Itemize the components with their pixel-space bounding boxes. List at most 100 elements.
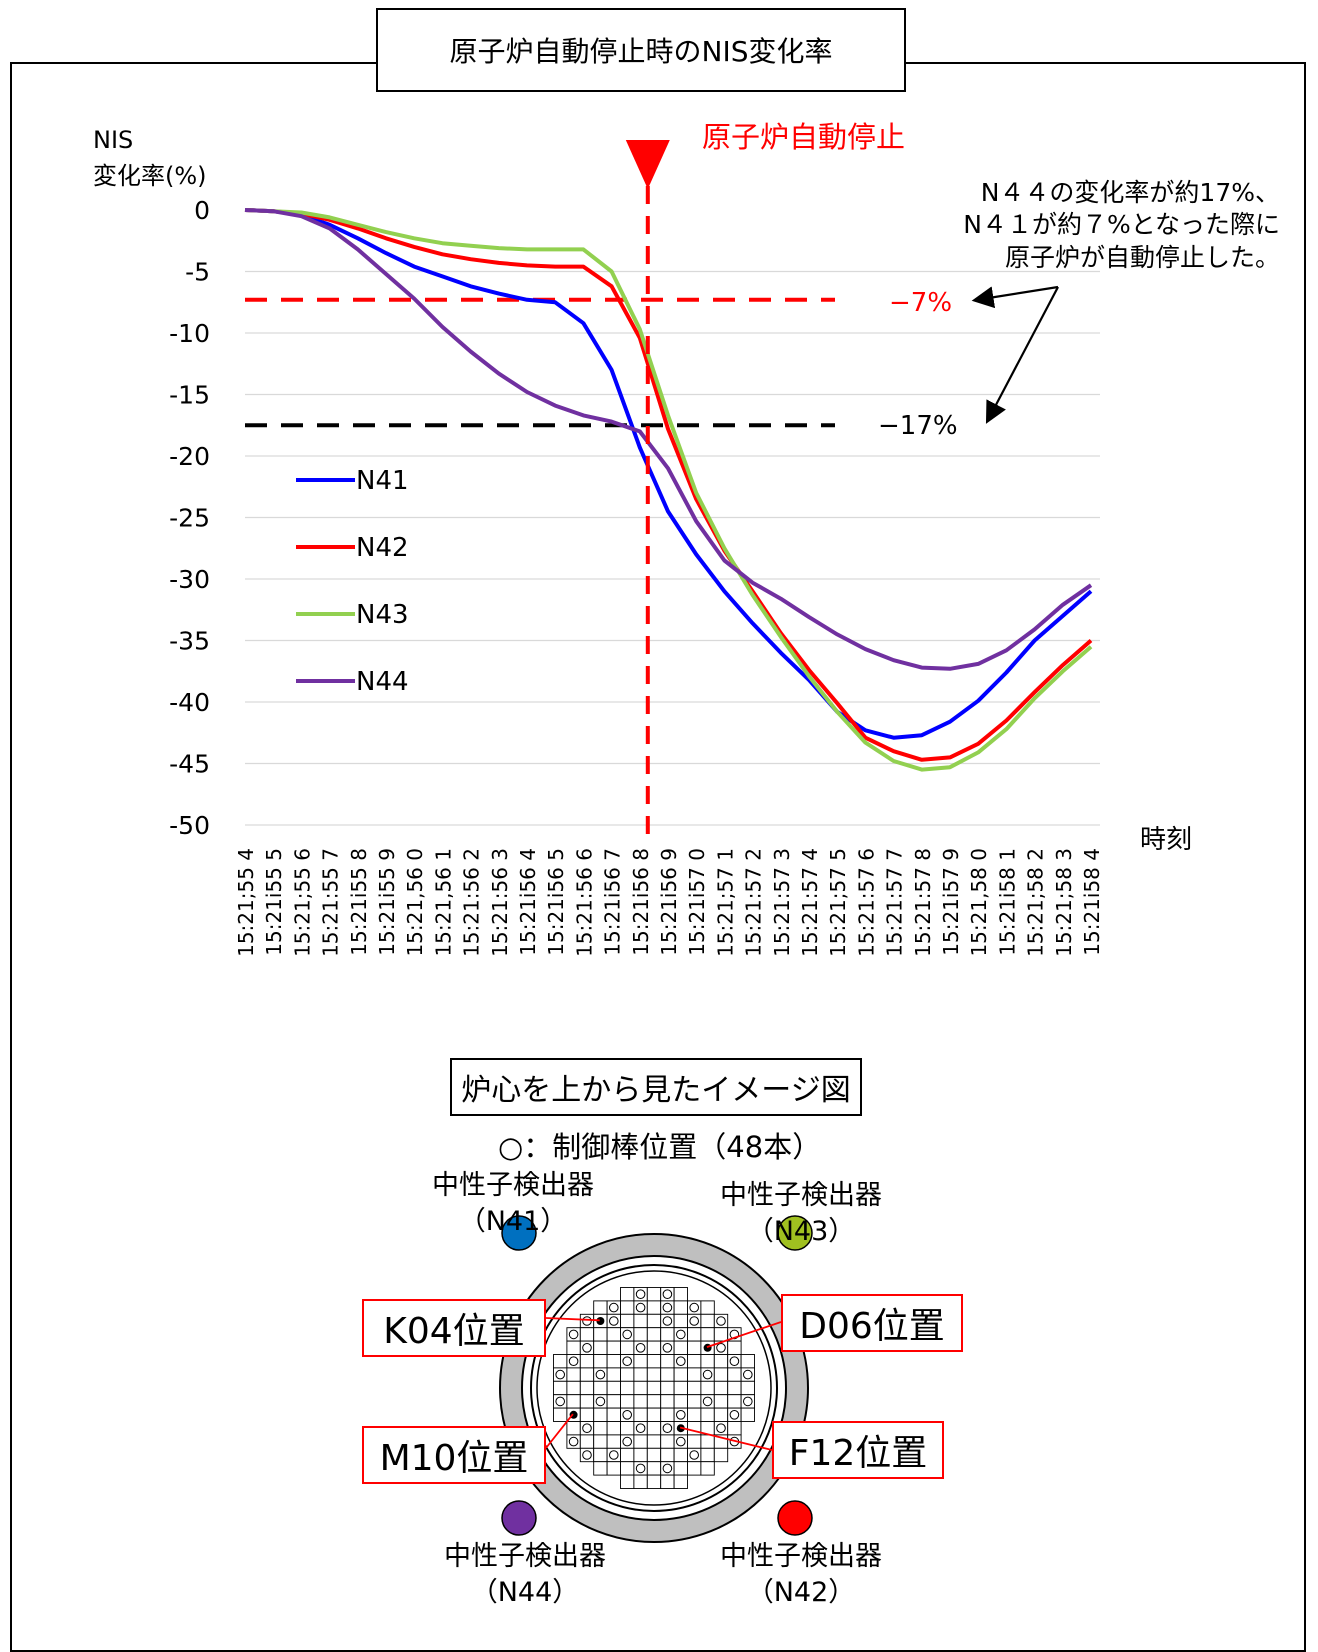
fuel-cell — [646, 1447, 662, 1463]
fuel-cell — [713, 1354, 729, 1369]
x-tick-label: 15:21i57 0 — [685, 848, 709, 956]
fuel-cell — [660, 1474, 675, 1489]
fuel-cell — [700, 1380, 715, 1396]
fuel-cell — [673, 1287, 688, 1302]
fuel-cell — [593, 1380, 608, 1396]
fuel-cell — [646, 1461, 662, 1476]
core-diagram — [499, 1215, 813, 1543]
x-tick-label: 15:21i55 8 — [347, 848, 371, 956]
fuel-cell — [673, 1313, 688, 1329]
rod-legend: ○：制御棒位置（48本） — [498, 1130, 822, 1164]
control-rod — [662, 1463, 673, 1474]
control-rod — [689, 1450, 700, 1460]
control-rod — [743, 1369, 753, 1380]
y-axis-label-line1: NIS — [93, 126, 133, 154]
fuel-cell — [700, 1461, 715, 1476]
fuel-cell — [553, 1354, 568, 1369]
fuel-cell — [566, 1340, 581, 1355]
measurement-position — [596, 1317, 605, 1325]
x-tick-label: 15:21;58 2 — [1024, 848, 1048, 957]
control-rod — [609, 1302, 619, 1313]
threshold-lines — [245, 297, 835, 428]
series-line-n43 — [244, 208, 1093, 772]
y-tick-labels: 0 -5 -10 -15 -20 -25 -30 -35 -40 -45 -50 — [169, 196, 210, 840]
fuel-cell — [740, 1354, 755, 1369]
fuel-cell — [700, 1447, 715, 1463]
position-label-f12: F12位置 — [772, 1421, 944, 1479]
detector-n43-name: 中性子検出器 — [720, 1180, 882, 1211]
fuel-cell — [593, 1327, 608, 1342]
x-tick-label: 15:21:57 7 — [883, 848, 907, 957]
annotation-arrows — [971, 285, 1059, 424]
control-rod — [595, 1396, 606, 1407]
control-rod — [609, 1450, 619, 1460]
control-rod — [635, 1302, 646, 1313]
fuel-cell — [660, 1447, 675, 1463]
x-tick-label: 15:21i57 9 — [939, 848, 963, 956]
position-leader-line — [545, 1317, 600, 1322]
fuel-cell — [606, 1461, 621, 1476]
fuel-cell — [646, 1394, 662, 1409]
legend-label: N43 — [356, 600, 409, 630]
fuel-cell — [673, 1380, 688, 1396]
control-rod — [676, 1356, 686, 1366]
fuel-cell — [700, 1327, 715, 1342]
trip-label: 原子炉自動停止 — [702, 120, 905, 154]
trip-triangle — [625, 140, 670, 189]
detector-dot — [777, 1500, 813, 1536]
fuel-cell — [660, 1354, 675, 1369]
fuel-cell — [660, 1367, 675, 1382]
fuel-cell — [646, 1407, 662, 1422]
control-rod — [662, 1316, 673, 1326]
fuel-cell — [593, 1434, 608, 1449]
fuel-cell — [740, 1407, 755, 1422]
fuel-cell — [620, 1421, 635, 1436]
x-tick-label: 15:21i56 5 — [544, 848, 568, 956]
fuel-cell — [713, 1327, 729, 1342]
fuel-cell — [606, 1421, 621, 1436]
fuel-cell — [633, 1354, 648, 1369]
fuel-cell — [673, 1474, 688, 1489]
x-tick-label: 15:21;57 1 — [713, 848, 737, 957]
fuel-cell — [646, 1434, 662, 1449]
fuel-cell — [700, 1407, 715, 1422]
y-tick-label: -10 — [169, 319, 210, 348]
fuel-cell — [687, 1407, 702, 1422]
fuel-cell — [620, 1313, 635, 1329]
control-rod — [689, 1302, 700, 1313]
fuel-cell — [606, 1434, 621, 1449]
control-rod — [635, 1463, 646, 1474]
control-rod — [568, 1436, 579, 1447]
fuel-cell — [646, 1421, 662, 1436]
fuel-cell — [646, 1474, 662, 1489]
fuel-cell — [646, 1380, 662, 1396]
fuel-cell — [620, 1474, 635, 1489]
series-line-n44 — [244, 208, 1093, 671]
fuel-cell — [660, 1394, 675, 1409]
fuel-cell — [713, 1407, 729, 1422]
legend: N41 N42 N43 N44 — [296, 466, 409, 697]
legend-label: N44 — [356, 667, 409, 697]
control-rod — [555, 1369, 566, 1380]
fuel-cell — [646, 1300, 662, 1315]
fuel-cell — [713, 1367, 729, 1382]
control-rod — [662, 1423, 673, 1433]
control-rod — [702, 1396, 713, 1407]
fuel-cell — [687, 1367, 702, 1382]
fuel-cell — [727, 1380, 742, 1396]
fuel-cell — [633, 1474, 648, 1489]
control-rod — [635, 1343, 646, 1353]
x-tick-label: 15:21;55 6 — [290, 848, 314, 957]
control-rod — [635, 1423, 646, 1433]
fuel-cell — [633, 1434, 648, 1449]
fuel-cell — [646, 1327, 662, 1342]
fuel-cell — [633, 1313, 648, 1329]
control-rod — [635, 1289, 646, 1299]
detector-label-n43: 中性子検出器 （N43） — [706, 1178, 896, 1251]
control-rod — [595, 1369, 606, 1380]
fuel-cell — [673, 1461, 688, 1476]
y-tick-label: -5 — [185, 258, 210, 287]
threshold-label-n44: −17% — [878, 411, 958, 441]
fuel-cell — [579, 1394, 595, 1409]
y-tick-label: -45 — [169, 750, 210, 779]
